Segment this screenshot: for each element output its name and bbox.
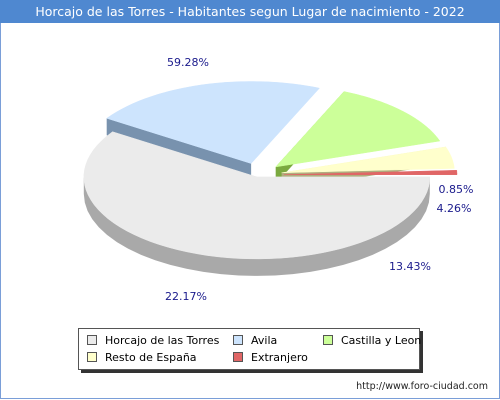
legend-item-extranjero: Extranjero bbox=[233, 351, 308, 365]
legend: Horcajo de las Torres Avila Castilla y L… bbox=[78, 328, 421, 370]
legend-swatch bbox=[323, 335, 333, 345]
pie-slice-horcajo bbox=[83, 131, 431, 260]
pct-label-horcajo: 59.28% bbox=[167, 56, 209, 69]
chart-title: Horcajo de las Torres - Habitantes segun… bbox=[0, 0, 500, 23]
legend-swatch bbox=[87, 352, 97, 362]
legend-swatch bbox=[87, 335, 97, 345]
pct-label-resto-de-espana: 4.26% bbox=[437, 202, 472, 215]
legend-item-horcajo: Horcajo de las Torres bbox=[87, 334, 219, 348]
pct-label-castilla-y-leon: 13.43% bbox=[389, 260, 431, 273]
source-link[interactable]: http://www.foro-ciudad.com bbox=[356, 381, 488, 392]
pie-slice-castilla-y-leon bbox=[275, 91, 441, 168]
pie-slice-extranjero bbox=[283, 170, 458, 175]
legend-item-resto-de-espana: Resto de España bbox=[87, 351, 197, 365]
pct-label-avila: 22.17% bbox=[165, 290, 207, 303]
legend-swatch bbox=[233, 352, 243, 362]
legend-item-avila: Avila bbox=[233, 334, 277, 348]
pie-slice-avila bbox=[106, 81, 320, 164]
pie-slice-resto-de-espana bbox=[281, 146, 455, 174]
legend-item-castilla-y-leon: Castilla y Leon bbox=[323, 334, 421, 348]
legend-swatch bbox=[233, 335, 243, 345]
pct-label-extranjero: 0.85% bbox=[439, 183, 474, 196]
pie-side-horcajo bbox=[83, 176, 430, 276]
